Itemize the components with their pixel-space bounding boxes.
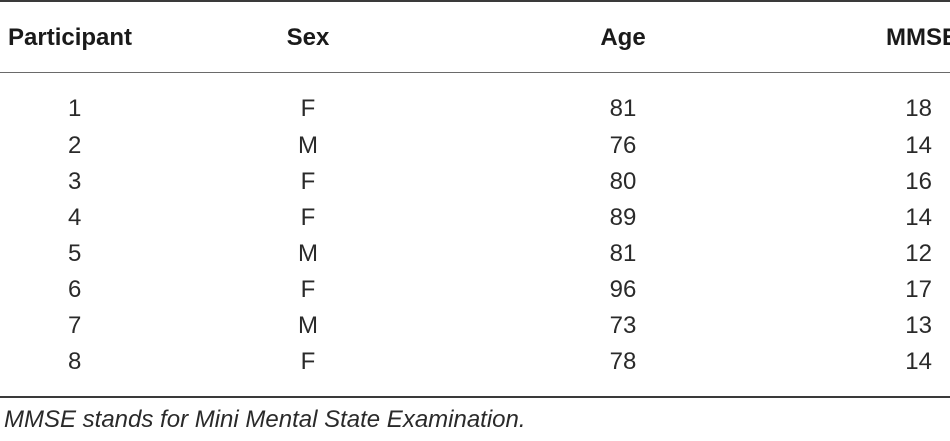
cell-participant: 8: [68, 348, 82, 375]
cell-sex: M: [298, 312, 318, 339]
cell-sex: F: [300, 168, 316, 195]
table-row: 6 F 96 17: [0, 272, 950, 308]
cell-mmse: 14: [905, 132, 932, 159]
cell-age: 80: [609, 168, 637, 195]
bottom-rule: [0, 396, 950, 398]
header-mmse: MMSE: [886, 24, 950, 51]
cell-age: 76: [609, 132, 637, 159]
cell-mmse: 14: [905, 204, 932, 231]
cell-age: 78: [609, 348, 637, 375]
cell-sex: M: [298, 132, 318, 159]
table-row: 5 M 81 12: [0, 236, 950, 272]
cell-mmse: 16: [905, 168, 932, 195]
cell-participant: 3: [68, 168, 82, 195]
cell-age: 96: [609, 276, 637, 303]
table-row: 1 F 81 18: [0, 84, 950, 128]
table-footnote: MMSE stands for Mini Mental State Examin…: [4, 406, 526, 433]
table-row: 3 F 80 16: [0, 164, 950, 200]
header-rule: [0, 72, 950, 73]
cell-mmse: 18: [905, 95, 932, 122]
table-row: 4 F 89 14: [0, 200, 950, 236]
header-sex: Sex: [286, 24, 330, 51]
table-row: 2 M 76 14: [0, 128, 950, 164]
cell-sex: F: [300, 204, 316, 231]
cell-sex: F: [300, 276, 316, 303]
cell-participant: 6: [68, 276, 82, 303]
cell-mmse: 17: [905, 276, 932, 303]
cell-sex: M: [298, 240, 318, 267]
cell-sex: F: [300, 95, 316, 122]
table-row: 8 F 78 14: [0, 344, 950, 380]
cell-age: 89: [609, 204, 637, 231]
cell-age: 81: [609, 95, 637, 122]
cell-age: 73: [609, 312, 637, 339]
cell-participant: 1: [68, 95, 82, 122]
table-row: 7 M 73 13: [0, 308, 950, 344]
cell-participant: 2: [68, 132, 82, 159]
cell-mmse: 12: [905, 240, 932, 267]
cell-mmse: 13: [905, 312, 932, 339]
header-row: Participant Sex Age MMSE: [0, 0, 950, 84]
header-age: Age: [600, 24, 646, 51]
cell-age: 81: [609, 240, 637, 267]
cell-mmse: 14: [905, 348, 932, 375]
cell-participant: 7: [68, 312, 82, 339]
cell-participant: 4: [68, 204, 82, 231]
participants-table: Participant Sex Age MMSE 1 F 81 18 2 M 7…: [0, 0, 950, 380]
cell-participant: 5: [68, 240, 82, 267]
header-participant: Participant: [8, 24, 133, 51]
cell-sex: F: [300, 348, 316, 375]
top-rule: [0, 0, 950, 2]
